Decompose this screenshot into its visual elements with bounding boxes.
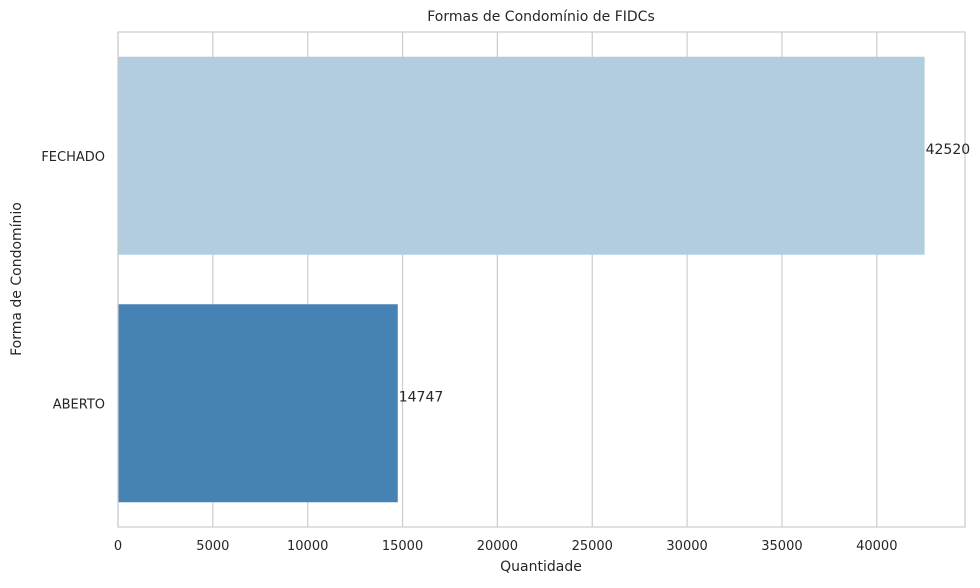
y-tick-label-aberto: ABERTO <box>53 397 105 412</box>
y-axis-label: Forma de Condomínio <box>9 202 25 356</box>
x-tick-label: 15000 <box>382 539 423 554</box>
x-tick-label: 10000 <box>287 539 328 554</box>
data-label-aberto: 14747 <box>399 389 444 405</box>
x-axis-label: Quantidade <box>500 559 582 575</box>
bar-fechado <box>118 56 925 255</box>
x-tick-label: 20000 <box>477 539 518 554</box>
data-label-fechado: 42520 <box>926 142 971 158</box>
bar-layer <box>118 56 925 503</box>
x-tick-label: 30000 <box>666 539 707 554</box>
chart-title: Formas de Condomínio de FIDCs <box>427 9 655 25</box>
x-tick-label: 35000 <box>761 539 802 554</box>
x-tick-label: 25000 <box>572 539 613 554</box>
plot-frame <box>117 31 966 528</box>
bar-aberto <box>118 304 398 503</box>
data-labels: 42520 14747 <box>399 142 970 406</box>
x-tick-labels: 0 5000 10000 15000 20000 25000 30000 35000 40000 <box>114 539 898 554</box>
x-tick-label: 5000 <box>196 539 229 554</box>
x-tick-label: 40000 <box>856 539 897 554</box>
x-tick-label: 0 <box>114 539 122 554</box>
y-tick-label-fechado: FECHADO <box>41 150 105 165</box>
y-tick-labels: FECHADO ABERTO <box>41 150 105 413</box>
